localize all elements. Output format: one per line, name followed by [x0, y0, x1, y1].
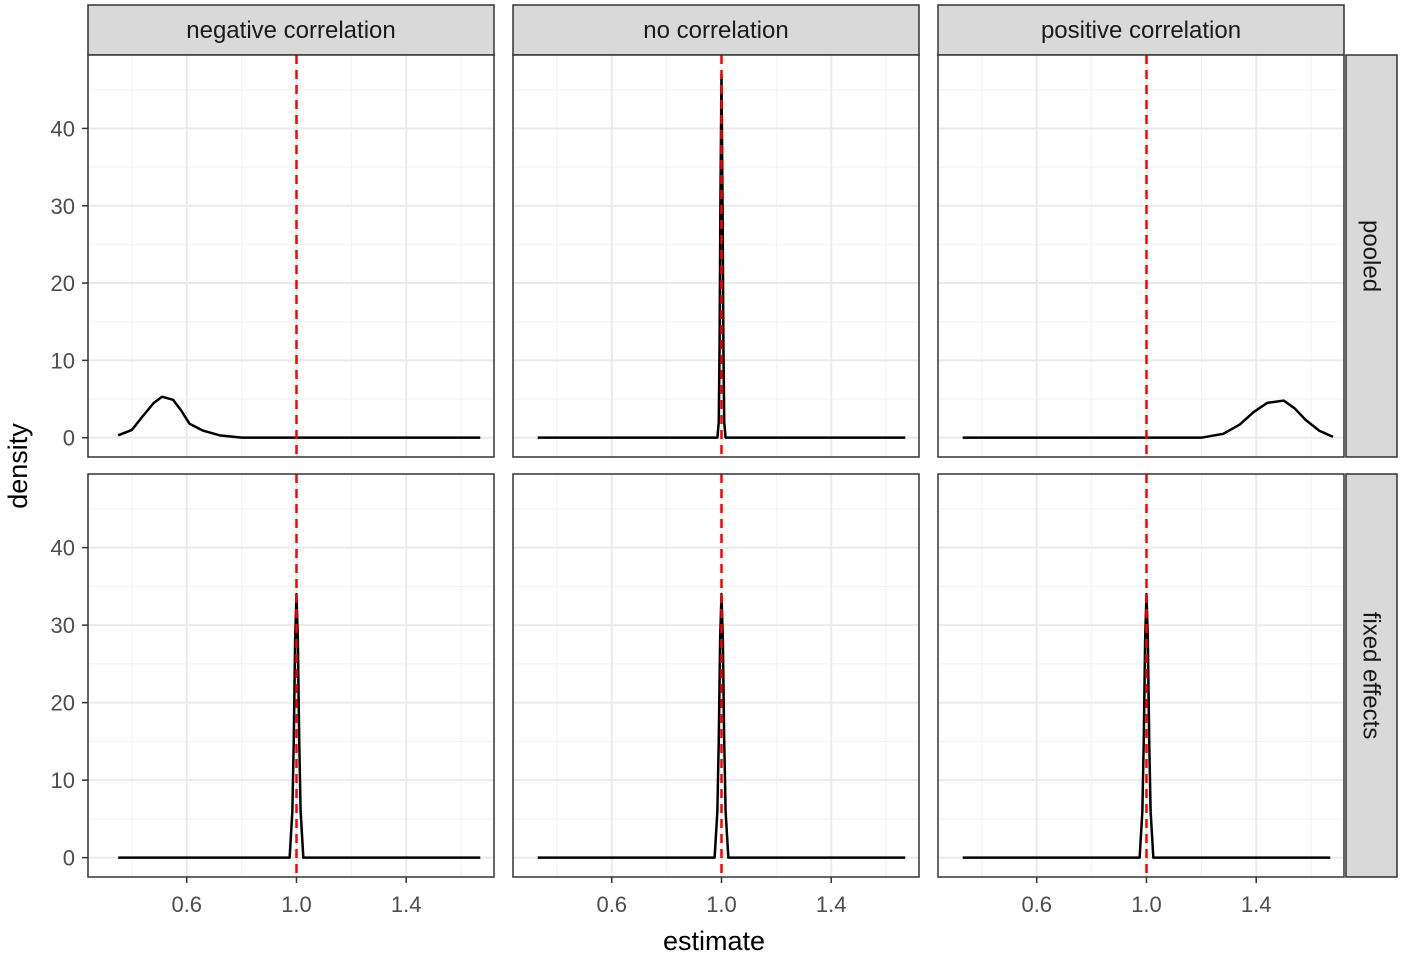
panel-border — [512, 54, 920, 458]
panel-fixed-effects-negative-correlation — [87, 473, 495, 878]
y-tick-label: 0 — [63, 846, 75, 871]
strip-positive-correlation: positive correlation — [937, 4, 1345, 56]
panel-pooled-negative-correlation — [87, 54, 495, 458]
y-tick-label: 20 — [51, 691, 75, 716]
strip-pooled: pooled — [1345, 54, 1398, 458]
strip-label: pooled — [1358, 220, 1385, 292]
strip-label: no correlation — [643, 17, 788, 44]
strip-background — [87, 4, 495, 56]
x-tick-label: 1.4 — [391, 892, 422, 917]
density-line — [962, 399, 1334, 439]
strip-fixed-effects: fixed effects — [1345, 473, 1398, 878]
x-tick-label: 0.6 — [596, 892, 627, 917]
y-tick-label: 10 — [51, 768, 75, 793]
strip-no-correlation: no correlation — [512, 4, 920, 56]
row-strips: pooled fixed effects — [1345, 54, 1398, 878]
x-axis-title: estimate — [663, 926, 765, 955]
x-tick-label: 0.6 — [1021, 892, 1052, 917]
x-tick-label: 1.0 — [281, 892, 312, 917]
x-tick-label: 1.4 — [1241, 892, 1272, 917]
panel-background — [513, 55, 919, 457]
strip-background — [1345, 54, 1398, 458]
y-tick-label: 20 — [51, 271, 75, 296]
panel-pooled-no-correlation — [512, 54, 920, 458]
density-line — [117, 395, 481, 439]
y-tick-label: 40 — [51, 116, 75, 141]
panel-fixed-effects-no-correlation — [512, 473, 920, 878]
strip-background — [512, 4, 920, 56]
panel-background — [513, 474, 919, 877]
panel-border — [937, 54, 1345, 458]
x-tick-label: 1.0 — [1131, 892, 1162, 917]
panel-pooled-positive-correlation — [937, 54, 1345, 458]
y-tick-label: 0 — [63, 426, 75, 451]
panel-background — [938, 55, 1344, 457]
panel-fixed-effects-positive-correlation — [937, 473, 1345, 878]
panel-border — [937, 473, 1345, 878]
y-axis-tick-labels: 0 10 20 30 40 0 10 20 30 40 — [51, 116, 88, 871]
y-tick-label: 30 — [51, 613, 75, 638]
strip-label: negative correlation — [186, 17, 395, 44]
panel-background — [88, 474, 494, 877]
panel-border — [87, 473, 495, 878]
panel-border — [512, 473, 920, 878]
y-tick-label: 40 — [51, 536, 75, 561]
panel-background — [938, 474, 1344, 877]
x-tick-label: 1.4 — [816, 892, 847, 917]
panel-background — [88, 55, 494, 457]
y-tick-label: 30 — [51, 194, 75, 219]
y-axis-title: density — [3, 423, 33, 509]
y-tick-label: 10 — [51, 348, 75, 373]
strip-background — [1345, 473, 1398, 878]
strip-label: fixed effects — [1358, 612, 1385, 740]
x-tick-label: 1.0 — [706, 892, 737, 917]
strip-negative-correlation: negative correlation — [87, 4, 495, 56]
column-strips: negative correlation no correlation positi… — [87, 4, 1345, 56]
facet-panels — [87, 54, 1345, 878]
strip-background — [937, 4, 1345, 56]
panel-border — [87, 54, 495, 458]
x-tick-label: 0.6 — [171, 892, 202, 917]
x-axis-tick-labels: 0.6 1.0 1.4 0.6 1.0 1.4 0.6 1.0 1.4 — [171, 877, 1272, 917]
strip-label: positive correlation — [1041, 17, 1241, 44]
